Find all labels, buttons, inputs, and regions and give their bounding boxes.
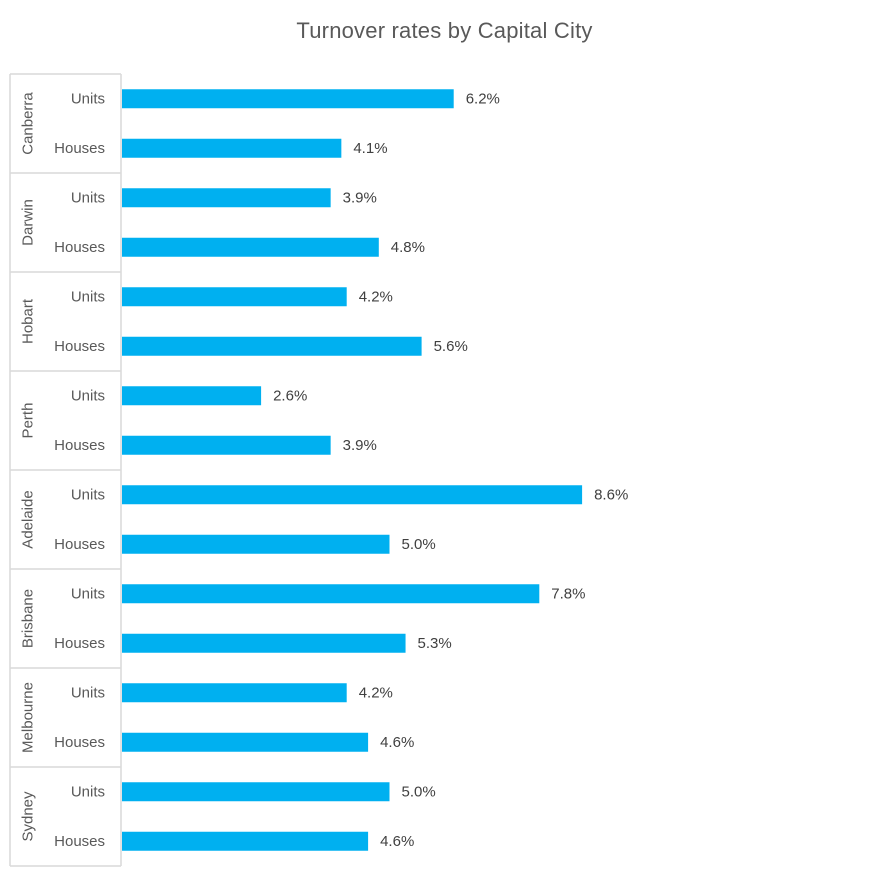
bar-sydney-houses (122, 831, 369, 851)
bar-brisbane-houses (122, 633, 406, 653)
data-label: 6.2% (466, 90, 500, 107)
bar-hobart-units (122, 287, 347, 307)
data-label: 4.8% (391, 239, 425, 256)
category-label-type: Units (71, 288, 105, 305)
bar-adelaide-houses (122, 534, 390, 554)
category-label-type: Units (71, 684, 105, 701)
category-label-type: Units (71, 783, 105, 800)
bar-darwin-units (122, 188, 331, 208)
category-label-type: Houses (54, 437, 105, 454)
category-label-type: Houses (54, 635, 105, 652)
bar-brisbane-units (122, 584, 540, 604)
data-label: 5.0% (402, 536, 436, 553)
data-label: 8.6% (594, 486, 628, 503)
category-label-type: Units (71, 585, 105, 602)
bar-canberra-houses (122, 138, 342, 158)
data-label: 4.1% (353, 140, 387, 157)
data-label: 4.2% (359, 684, 393, 701)
category-label-city: Brisbane (20, 589, 37, 648)
bar-sydney-units (122, 782, 390, 802)
category-label-city: Sydney (20, 791, 37, 842)
chart-title: Turnover rates by Capital City (296, 18, 593, 43)
data-label: 3.9% (343, 189, 377, 206)
bar-adelaide-units (122, 485, 583, 505)
data-label: 2.6% (273, 387, 307, 404)
category-label-city: Darwin (20, 199, 37, 246)
bar-canberra-units (122, 89, 454, 109)
data-label: 4.6% (380, 734, 414, 751)
bar-perth-houses (122, 435, 331, 455)
category-label-city: Adelaide (20, 490, 37, 548)
category-label-city: Melbourne (20, 682, 37, 753)
bar-perth-units (122, 386, 262, 406)
category-label-city: Perth (20, 403, 37, 439)
data-label: 4.6% (380, 833, 414, 850)
category-label-type: Units (71, 387, 105, 404)
category-label-type: Units (71, 486, 105, 503)
category-label-type: Houses (54, 833, 105, 850)
category-label-type: Houses (54, 140, 105, 157)
data-label: 5.3% (418, 635, 452, 652)
category-label-type: Houses (54, 734, 105, 751)
data-label: 3.9% (343, 437, 377, 454)
bar-melbourne-units (122, 683, 347, 703)
category-label-type: Houses (54, 239, 105, 256)
bar-darwin-houses (122, 237, 379, 257)
category-label-type: Units (71, 90, 105, 107)
data-label: 5.0% (402, 783, 436, 800)
bar-melbourne-houses (122, 732, 369, 752)
category-label-type: Houses (54, 536, 105, 553)
category-label-city: Hobart (20, 298, 37, 344)
data-label: 7.8% (551, 585, 585, 602)
data-label: 4.2% (359, 288, 393, 305)
category-label-city: Canberra (20, 92, 37, 155)
category-label-type: Houses (54, 338, 105, 355)
bar-hobart-houses (122, 336, 422, 356)
category-label-type: Units (71, 189, 105, 206)
data-label: 5.6% (434, 338, 468, 355)
